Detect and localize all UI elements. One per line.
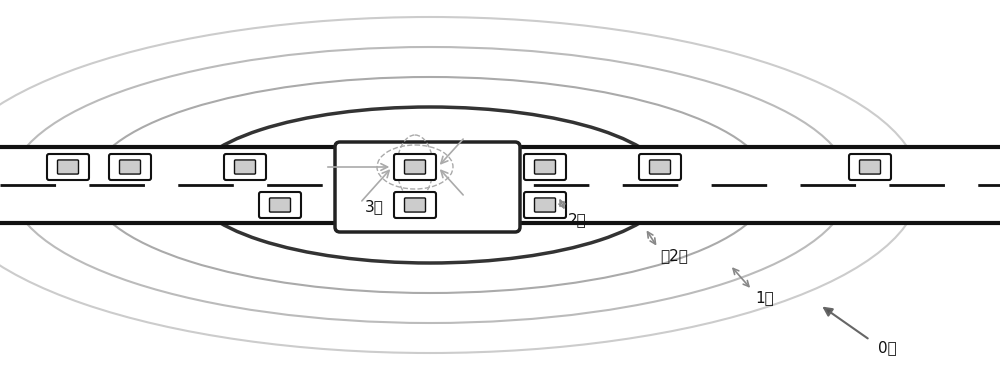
FancyBboxPatch shape [534,198,556,212]
FancyBboxPatch shape [224,154,266,180]
FancyBboxPatch shape [335,142,520,232]
FancyBboxPatch shape [120,160,140,174]
Text: 1维: 1维 [755,290,774,305]
FancyBboxPatch shape [639,154,681,180]
Text: 2维: 2维 [568,213,587,227]
FancyBboxPatch shape [259,192,301,218]
FancyBboxPatch shape [524,154,566,180]
FancyBboxPatch shape [404,198,426,212]
FancyBboxPatch shape [860,160,881,174]
FancyBboxPatch shape [47,154,89,180]
FancyBboxPatch shape [109,154,151,180]
FancyBboxPatch shape [394,192,436,218]
FancyBboxPatch shape [534,160,556,174]
Text: 0维: 0维 [878,341,897,355]
FancyBboxPatch shape [394,154,436,180]
Bar [0,147,1000,223]
FancyBboxPatch shape [650,160,670,174]
FancyBboxPatch shape [58,160,78,174]
FancyBboxPatch shape [234,160,256,174]
Text: 准2维: 准2维 [660,249,688,263]
FancyBboxPatch shape [849,154,891,180]
Text: 3维: 3维 [365,200,384,214]
FancyBboxPatch shape [270,198,290,212]
FancyBboxPatch shape [524,192,566,218]
FancyBboxPatch shape [404,160,426,174]
